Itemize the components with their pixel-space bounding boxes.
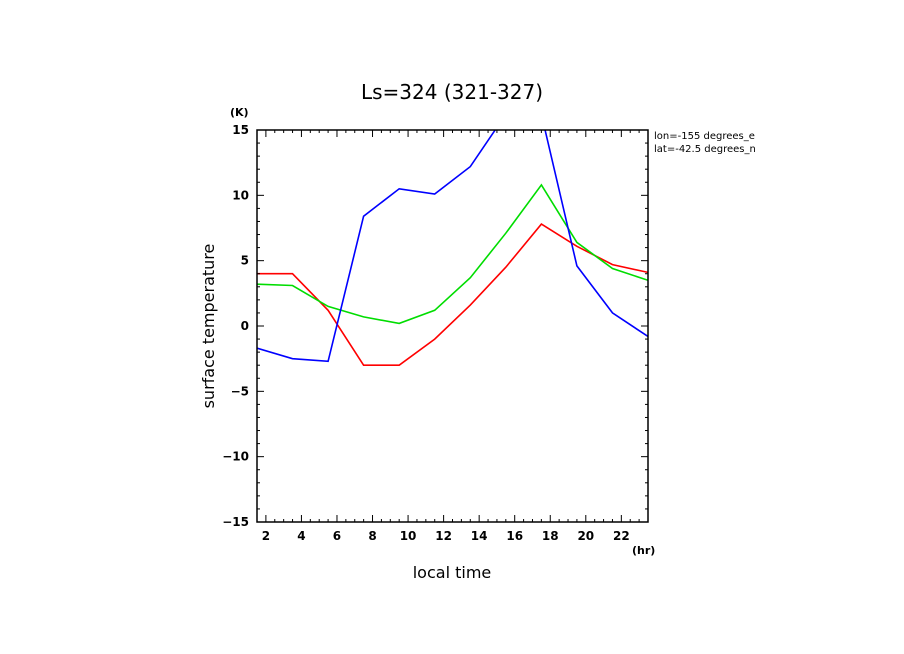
y-tick-label: 15 <box>232 123 249 137</box>
series-line-1 <box>257 223 648 367</box>
x-tick-label: 14 <box>471 529 488 543</box>
y-unit-label: (K) <box>230 106 249 119</box>
ticks-layer: 2 4 6 8 10 12 14 16 18 20 22 −15 −10 −5 0 5 10 15 <box>222 123 649 543</box>
y-tick-label: −5 <box>231 384 249 398</box>
x-unit-label: (hr) <box>632 544 655 557</box>
annotation-lon: lon=-155 degrees_e <box>654 131 755 142</box>
series-line-2 <box>257 183 648 325</box>
y-tick-label: 0 <box>241 319 249 333</box>
y-tick-label: −15 <box>222 515 249 529</box>
x-tick-label: 10 <box>400 529 417 543</box>
y-tick-label: −10 <box>222 450 249 464</box>
y-tick-label: 5 <box>241 254 249 268</box>
x-axis-label: local time <box>413 563 492 582</box>
x-tick-label: 18 <box>542 529 559 543</box>
plot-frame <box>256 129 649 523</box>
x-tick-label: 16 <box>506 529 523 543</box>
x-tick-label: 8 <box>368 529 376 543</box>
series-layer <box>257 130 648 367</box>
x-tick-label: 2 <box>262 529 270 543</box>
y-tick-label: 10 <box>232 188 249 202</box>
x-tick-label: 12 <box>435 529 452 543</box>
chart-title: Ls=324 (321-327) <box>361 80 543 104</box>
x-tick-label: 22 <box>613 529 630 543</box>
x-tick-label: 6 <box>333 529 341 543</box>
x-tick-label: 4 <box>297 529 305 543</box>
y-axis-label: surface temperature <box>199 244 218 409</box>
series-line-3 <box>257 130 648 363</box>
annotation-lat: lat=-42.5 degrees_n <box>654 144 756 155</box>
x-tick-label: 20 <box>577 529 594 543</box>
